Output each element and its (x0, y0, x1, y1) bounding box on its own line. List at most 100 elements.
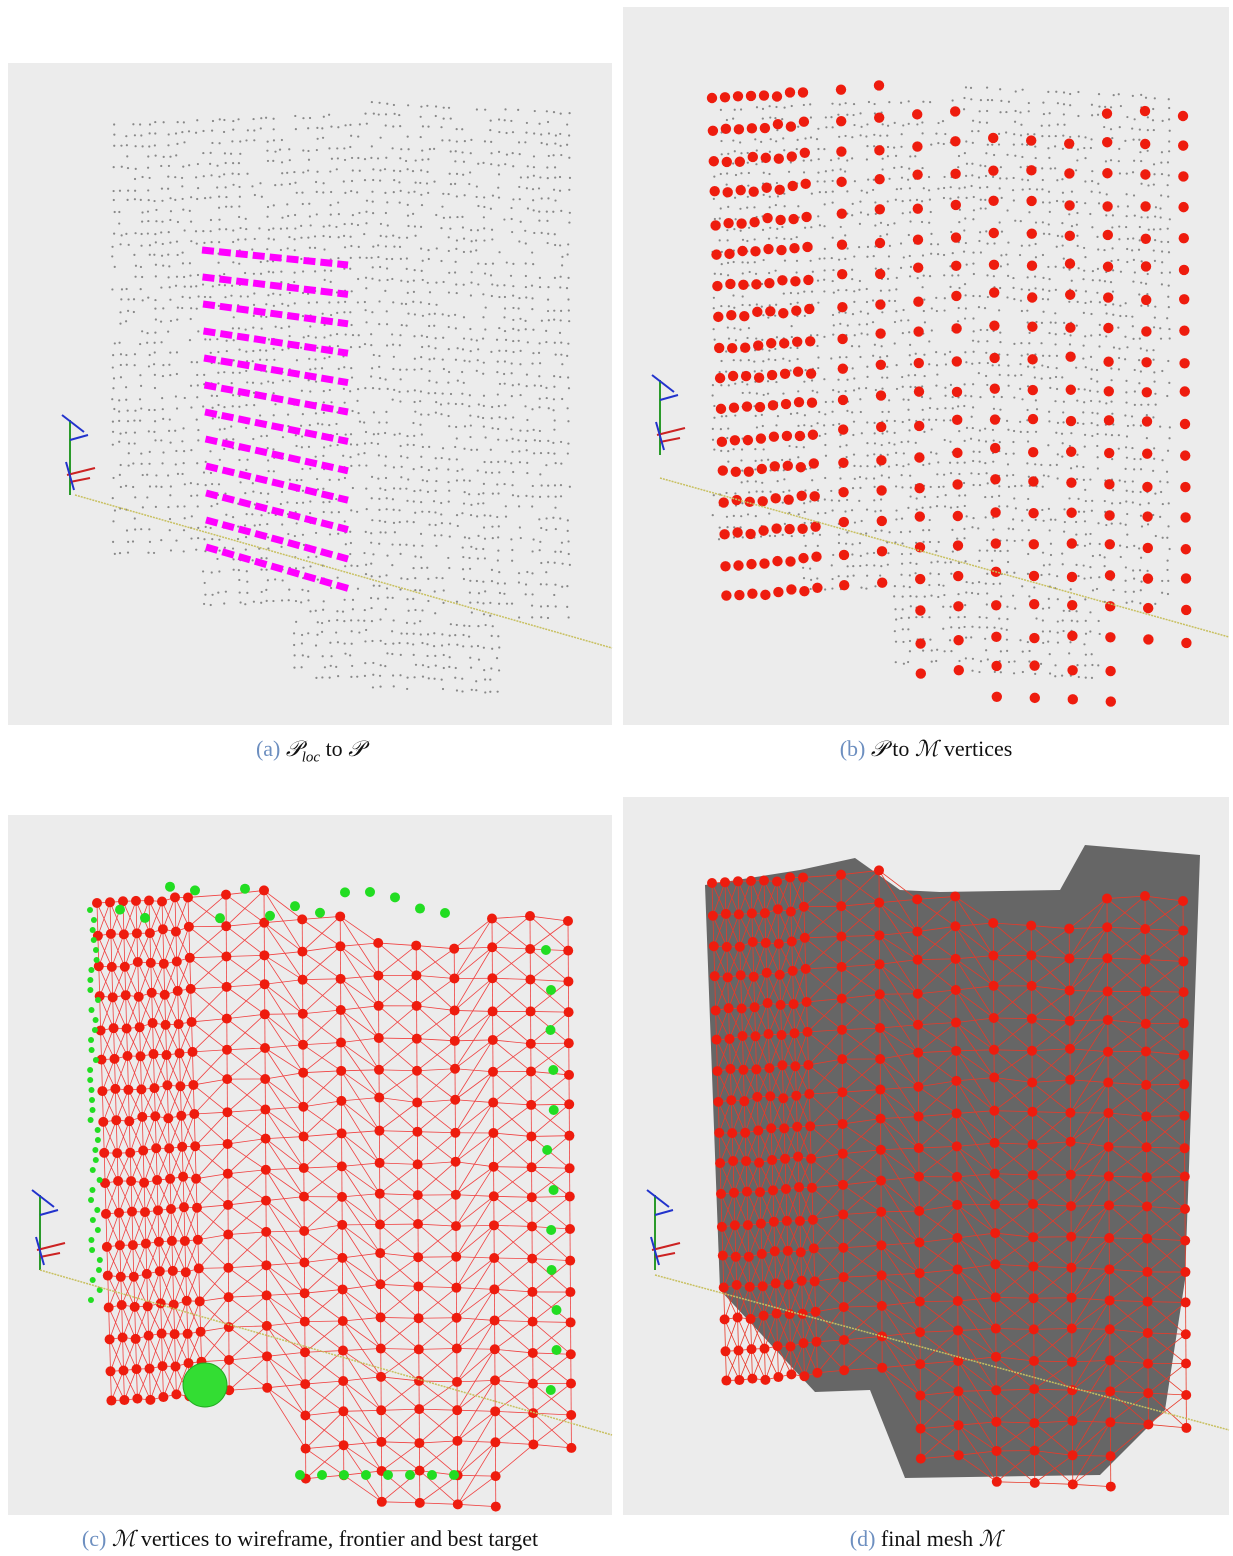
cloud-point (1047, 444, 1049, 446)
cloud-point (345, 543, 347, 545)
cloud-point (980, 99, 982, 101)
cloud-point (525, 583, 527, 585)
mesh-vertex (1103, 230, 1113, 240)
mesh-vertex (1103, 292, 1113, 302)
cloud-point (1082, 278, 1084, 280)
cloud-point (1134, 390, 1136, 392)
cloud-point (980, 660, 982, 662)
cloud-point (1050, 543, 1052, 545)
cloud-point (1096, 588, 1098, 590)
cloud-point (357, 157, 359, 159)
cloud-point (120, 376, 122, 378)
cloud-point (823, 378, 825, 380)
cloud-point (978, 626, 980, 628)
cloud-point (1013, 497, 1015, 499)
cloud-point (315, 336, 317, 338)
cloud-point (902, 596, 904, 598)
cloud-point (419, 620, 421, 622)
cloud-point (470, 449, 472, 451)
cloud-point (204, 338, 206, 340)
cloud-point (281, 172, 283, 174)
cloud-point (399, 521, 401, 523)
cloud-point (462, 645, 464, 647)
cloud-point (364, 179, 366, 181)
cloud-point (169, 518, 171, 520)
cloud-point (1050, 321, 1052, 323)
cloud-point (485, 263, 487, 265)
cloud-point (909, 354, 911, 356)
cloud-point (301, 468, 303, 470)
cloud-point (385, 574, 387, 576)
cloud-point (725, 371, 727, 373)
cloud-point (246, 592, 248, 594)
cloud-point (1117, 205, 1119, 207)
cloud-point (147, 189, 149, 191)
cloud-point (909, 586, 911, 588)
cloud-point (1040, 342, 1042, 344)
cloud-point (309, 325, 311, 327)
cloud-point (182, 209, 184, 211)
cloud-point (966, 163, 968, 165)
cloud-point (727, 460, 729, 462)
cloud-point (435, 665, 437, 667)
cloud-point (985, 152, 987, 154)
mesh-vertex (778, 308, 788, 318)
cloud-point (741, 481, 743, 483)
cloud-point (177, 307, 179, 309)
cloud-point (363, 233, 365, 235)
cloud-point (1106, 312, 1108, 314)
cloud-point (168, 165, 170, 167)
cloud-point (428, 677, 430, 679)
mesh-vertex (914, 483, 924, 493)
cloud-point (230, 206, 232, 208)
cloud-point (937, 243, 939, 245)
cloud-point (239, 153, 241, 155)
cloud-point (365, 573, 367, 575)
cloud-point (301, 666, 303, 668)
cloud-point (512, 494, 514, 496)
cloud-point (965, 86, 967, 88)
cloud-point (727, 206, 729, 208)
cloud-point (176, 407, 178, 409)
cloud-point (421, 346, 423, 348)
cloud-point (761, 482, 763, 484)
cloud-point (526, 449, 528, 451)
mesh-vertex (877, 516, 887, 526)
cloud-point (866, 301, 868, 303)
cloud-point (1169, 218, 1171, 220)
cloud-point (754, 448, 756, 450)
cloud-point (886, 233, 888, 235)
cloud-point (315, 610, 317, 612)
cloud-point (448, 250, 450, 252)
mesh-vertex (992, 692, 1002, 702)
mesh-vertex (710, 186, 720, 196)
cloud-point (426, 643, 428, 645)
cloud-point (1168, 285, 1170, 287)
cloud-point (268, 238, 270, 240)
cloud-point (268, 338, 270, 340)
cloud-point (309, 468, 311, 470)
mesh-vertex (745, 529, 755, 539)
cloud-point (1140, 557, 1142, 559)
cloud-point (810, 226, 812, 228)
mesh-vertex (915, 511, 925, 521)
cloud-point (541, 484, 543, 486)
cloud-point (524, 141, 526, 143)
cloud-point (527, 341, 529, 343)
cloud-point (866, 323, 868, 325)
cloud-point (945, 494, 947, 496)
cloud-point (475, 548, 477, 550)
mesh-vertex (749, 186, 759, 196)
cloud-point (902, 124, 904, 126)
cloud-point (212, 120, 214, 122)
cloud-point (407, 204, 409, 206)
mesh-vertex (1067, 572, 1077, 582)
cloud-point (400, 258, 402, 260)
mesh-vertex (750, 246, 760, 256)
cloud-point (993, 154, 995, 156)
cloud-point (371, 257, 373, 259)
cloud-point (406, 325, 408, 327)
cloud-point (120, 353, 122, 355)
cloud-point (1098, 93, 1100, 95)
cloud-point (161, 255, 163, 257)
